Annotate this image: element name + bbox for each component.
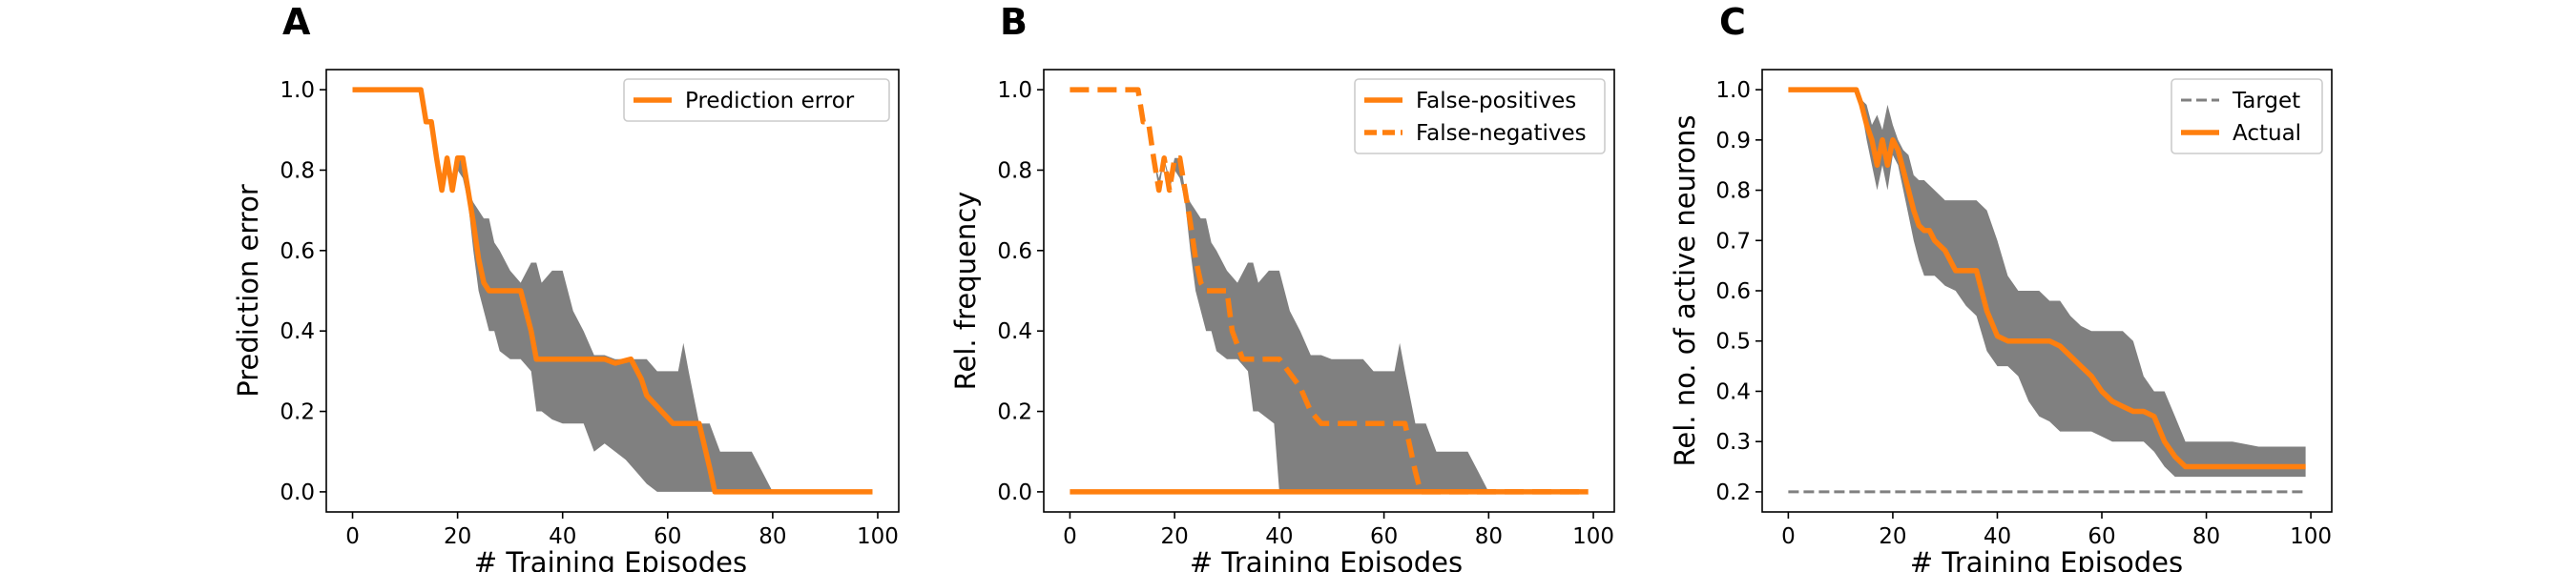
panel-b-xlabel: # Training Episodes xyxy=(1190,546,1463,572)
panel-c-xlabel: # Training Episodes xyxy=(1910,546,2183,572)
legend-label: Actual xyxy=(2233,121,2301,146)
x-tick-label: 60 xyxy=(654,524,681,549)
series-line-false-negatives xyxy=(1070,87,1589,495)
y-tick-label: 0.4 xyxy=(280,319,315,344)
y-tick-label: 0.2 xyxy=(280,400,315,425)
panel-a: A Prediction error # Training Episodes 0… xyxy=(232,1,900,572)
panel-c-plot: 0 20 40 60 80 100 0.2 0.3 0.4 0.5 0.6 0.7 0.8 0.9 1.0 T… xyxy=(1715,69,2333,549)
y-tick-label: 0.8 xyxy=(1715,179,1751,204)
y-tick-label: 0.0 xyxy=(997,480,1032,505)
axes-frame xyxy=(325,69,900,513)
legend-box xyxy=(1354,78,1606,154)
panel-b-plot: 0 20 40 60 80 100 0.0 0.2 0.4 0.6 0.8 1.0 False-posi… xyxy=(997,69,1615,549)
y-tick-label: 1.0 xyxy=(1715,78,1751,103)
y-tick-label: 0.7 xyxy=(1715,229,1751,254)
uncertainty-band xyxy=(1070,90,1589,492)
panel-c: C Rel. no. of active neurons # Training … xyxy=(1669,1,2333,572)
panel-c-ylabel: Rel. no. of active neurons xyxy=(1669,115,1701,467)
panel-b: B Rel. frequency # Training Episodes 0 20… xyxy=(949,1,1615,572)
legend-label: False-negatives xyxy=(1416,121,1587,146)
panel-c-letter: C xyxy=(1719,1,1746,43)
y-tick-label: 0.2 xyxy=(1715,480,1751,505)
y-tick-label: 0.0 xyxy=(280,480,315,505)
series-line-actual xyxy=(1788,87,2306,470)
x-tick-label: 100 xyxy=(857,524,899,549)
y-tick-label: 0.5 xyxy=(1715,330,1751,355)
y-tick-label: 0.4 xyxy=(997,319,1032,344)
x-tick-label: 40 xyxy=(1265,524,1293,549)
x-tick-label: 60 xyxy=(1370,524,1398,549)
legend-label: False-positives xyxy=(1416,89,1576,113)
x-tick-label: 40 xyxy=(549,524,576,549)
x-tick-label: 20 xyxy=(1879,524,1906,549)
y-tick-label: 0.9 xyxy=(1715,129,1751,153)
x-tick-label: 20 xyxy=(1161,524,1189,549)
uncertainty-band xyxy=(352,90,873,492)
y-tick-label: 0.6 xyxy=(1715,279,1751,304)
panel-a-ylabel: Prediction error xyxy=(232,184,264,398)
x-tick-label: 20 xyxy=(444,524,471,549)
panel-a-letter: A xyxy=(282,1,311,43)
x-tick-label: 60 xyxy=(2088,524,2115,549)
y-tick-label: 0.8 xyxy=(280,158,315,183)
legend-box xyxy=(623,78,890,122)
legend-label: Target xyxy=(2232,89,2300,113)
y-tick-label: 0.6 xyxy=(997,239,1032,264)
x-tick-label: 100 xyxy=(2290,524,2332,549)
x-tick-label: 80 xyxy=(1475,524,1503,549)
x-tick-label: 40 xyxy=(1984,524,2011,549)
panel-a-xlabel: # Training Episodes xyxy=(474,546,747,572)
y-tick-label: 0.6 xyxy=(280,239,315,264)
x-tick-label: 100 xyxy=(1572,524,1614,549)
panel-b-ylabel: Rel. frequency xyxy=(949,192,982,391)
y-tick-label: 0.3 xyxy=(1715,430,1751,455)
y-tick-label: 0.8 xyxy=(997,158,1032,183)
x-tick-label: 80 xyxy=(2192,524,2220,549)
x-tick-label: 80 xyxy=(758,524,786,549)
x-tick-label: 0 xyxy=(345,524,360,549)
panel-a-plot: 0 20 40 60 80 100 0.0 0.2 0.4 0.6 0.8 1.0 Prediction… xyxy=(280,69,900,549)
y-tick-label: 1.0 xyxy=(997,78,1032,103)
x-tick-label: 0 xyxy=(1063,524,1077,549)
axes-frame xyxy=(1043,69,1615,513)
y-tick-label: 0.4 xyxy=(1715,379,1751,404)
uncertainty-band xyxy=(1788,90,2306,478)
y-tick-label: 1.0 xyxy=(280,78,315,103)
panel-b-letter: B xyxy=(1000,1,1028,43)
y-tick-label: 0.2 xyxy=(997,400,1032,425)
series-line-prediction-error xyxy=(352,87,873,495)
legend-label: Prediction error xyxy=(685,89,855,113)
x-tick-label: 0 xyxy=(1781,524,1796,549)
